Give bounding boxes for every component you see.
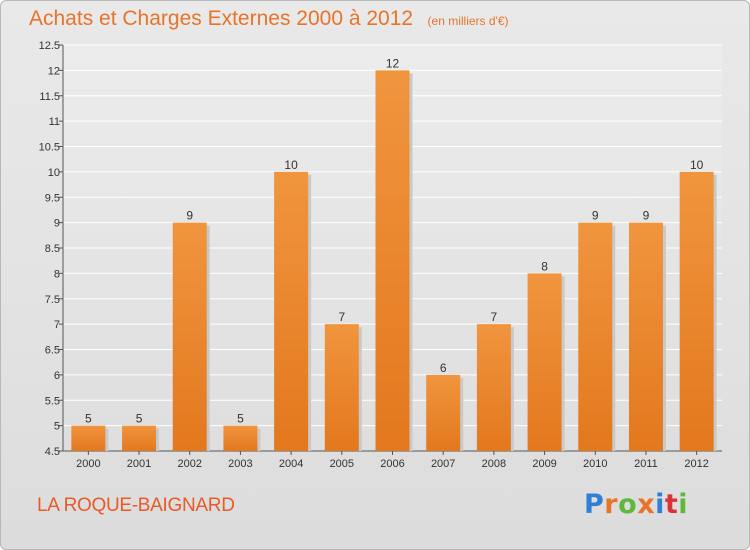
x-tick-label: 2011: [634, 458, 658, 470]
x-tick-label: 2000: [76, 458, 100, 470]
brand-letter: r: [604, 489, 619, 520]
bar: [679, 171, 714, 451]
y-tick-label: 8.5: [45, 243, 60, 255]
bar: [628, 222, 663, 451]
bar: [324, 324, 359, 451]
chart-subtitle: (en milliers d'€): [427, 14, 509, 28]
y-tick-label: 6.5: [45, 345, 60, 357]
proxiti-logo[interactable]: Proxiti: [584, 489, 688, 520]
data-label: 9: [643, 209, 650, 223]
bar: [274, 171, 309, 451]
data-label: 8: [541, 259, 548, 273]
data-label: 7: [338, 310, 345, 324]
data-label: 10: [284, 158, 298, 172]
x-tick-label: 2006: [380, 458, 404, 470]
data-label: 5: [237, 412, 244, 426]
y-tick-label: 6: [54, 370, 60, 382]
y-tick-label: 7: [54, 319, 60, 331]
data-label: 12: [386, 56, 400, 70]
data-label: 9: [592, 209, 599, 223]
bar: [71, 425, 106, 451]
x-tick-label: 2007: [431, 458, 455, 470]
y-tick-label: 12: [48, 65, 60, 77]
bar: [172, 222, 207, 451]
bar: [122, 425, 157, 451]
brand-letter: i: [678, 489, 689, 520]
x-tick-label: 2005: [330, 458, 354, 470]
data-label: 6: [440, 361, 447, 375]
x-tick-label: 2010: [583, 458, 607, 470]
bar: [527, 273, 562, 451]
y-tick-label: 9: [54, 218, 60, 230]
brand-letter: t: [664, 489, 679, 520]
x-tick-label: 2001: [127, 458, 151, 470]
x-tick-label: 2012: [684, 458, 708, 470]
commune-name: LA ROQUE-BAIGNARD: [37, 495, 235, 516]
data-label: 5: [136, 412, 143, 426]
bar: [426, 374, 461, 451]
chart-title: Achats et Charges Externes 2000 à 2012: [29, 7, 414, 30]
x-tick-label: 2008: [482, 458, 506, 470]
y-tick-label: 10.5: [39, 142, 60, 154]
data-label: 7: [491, 310, 498, 324]
y-tick-label: 9.5: [45, 192, 60, 204]
data-label: 10: [690, 158, 704, 172]
bars: [71, 70, 717, 451]
bar: [223, 425, 258, 451]
y-tick-label: 12.5: [39, 40, 60, 52]
brand-letter: i: [655, 489, 665, 520]
y-tick-label: 4.5: [45, 446, 60, 458]
y-tick-label: 11.5: [39, 91, 60, 103]
x-tick-label: 2003: [228, 458, 252, 470]
data-label: 5: [85, 412, 92, 426]
y-tick-label: 7.5: [45, 294, 60, 306]
x-tick-label: 2002: [177, 458, 201, 470]
data-labels: 5 5 9 5 10 7 12 6 7 8 9 9 10: [85, 56, 704, 425]
brand-letter: x: [637, 489, 656, 520]
bar: [476, 324, 511, 451]
x-tick-label: 2009: [532, 458, 556, 470]
bar: [578, 222, 613, 451]
y-tick-label: 8: [54, 268, 60, 280]
x-tick-label: 2004: [279, 458, 303, 470]
y-tick-label: 10: [48, 167, 60, 179]
data-label: 9: [186, 209, 193, 223]
y-tick-label: 11: [49, 116, 60, 128]
x-axis: 2000 2001 2002 2003 2004 2005 2006 2007 2008 2009…: [76, 451, 709, 470]
y-tick-label: 5.5: [45, 395, 60, 407]
title-row: Achats et Charges Externes 2000 à 2012 (…: [29, 7, 509, 31]
bar: [375, 70, 410, 451]
y-tick-label: 5: [54, 421, 60, 433]
brand-letter: P: [584, 489, 605, 520]
brand-letter: o: [618, 489, 638, 520]
